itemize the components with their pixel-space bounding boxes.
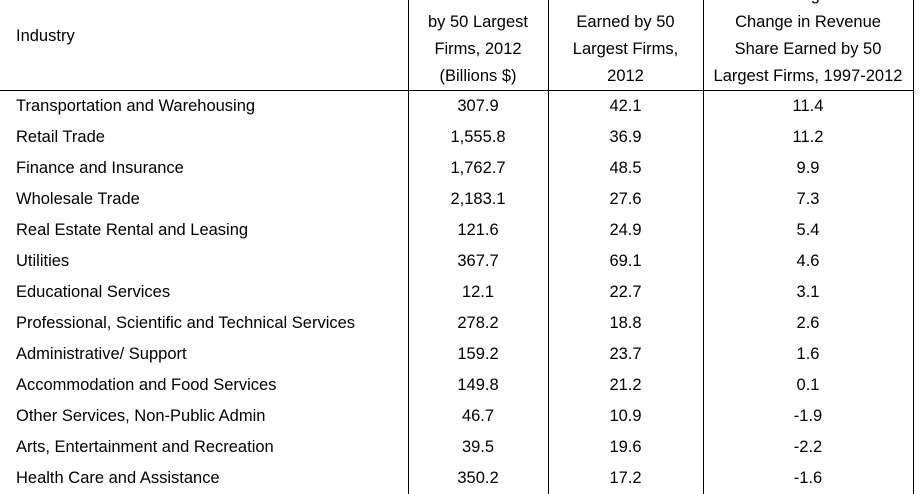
share-cell: 69.1 (548, 246, 703, 277)
industry-cell: Transportation and Warehousing (0, 91, 408, 123)
industry-cell: Real Estate Rental and Leasing (0, 215, 408, 246)
share-cell: 10.9 (548, 401, 703, 432)
change-cell: 11.2 (703, 122, 913, 153)
industry-cell: Finance and Insurance (0, 153, 408, 184)
change-cell: 5.4 (703, 215, 913, 246)
revenue-cell: 46.7 (408, 401, 548, 432)
revenue-cell: 1,762.7 (408, 153, 548, 184)
header-revenue: Revenue Earned by 50 Largest Firms, 2012… (408, 0, 548, 91)
revenue-cell: 159.2 (408, 339, 548, 370)
share-cell: 18.8 (548, 308, 703, 339)
industry-cell: Health Care and Assistance (0, 463, 408, 494)
share-cell: 22.7 (548, 277, 703, 308)
share-cell: 17.2 (548, 463, 703, 494)
revenue-cell: 39.5 (408, 432, 548, 463)
header-share: Revenue Share Earned by 50 Largest Firms… (548, 0, 703, 91)
revenue-cell: 2,183.1 (408, 184, 548, 215)
change-cell: 11.4 (703, 91, 913, 123)
row-spacer (913, 432, 921, 463)
row-spacer (913, 246, 921, 277)
industry-cell: Administrative/ Support (0, 339, 408, 370)
revenue-cell: 350.2 (408, 463, 548, 494)
industry-cell: Professional, Scientific and Technical S… (0, 308, 408, 339)
share-cell: 19.6 (548, 432, 703, 463)
share-cell: 27.6 (548, 184, 703, 215)
change-cell: 0.1 (703, 370, 913, 401)
industry-cell: Educational Services (0, 277, 408, 308)
change-cell: 7.3 (703, 184, 913, 215)
row-spacer (913, 463, 921, 494)
row-spacer (913, 308, 921, 339)
header-industry: Industry (0, 0, 408, 91)
header-spacer (913, 0, 921, 91)
revenue-cell: 278.2 (408, 308, 548, 339)
revenue-cell: 1,555.8 (408, 122, 548, 153)
industry-cell: Utilities (0, 246, 408, 277)
row-spacer (913, 339, 921, 370)
row-spacer (913, 153, 921, 184)
share-cell: 42.1 (548, 91, 703, 123)
share-cell: 48.5 (548, 153, 703, 184)
industry-cell: Other Services, Non-Public Admin (0, 401, 408, 432)
change-cell: 1.6 (703, 339, 913, 370)
row-spacer (913, 370, 921, 401)
industry-cell: Retail Trade (0, 122, 408, 153)
header-row: Industry Revenue Earned by 50 Largest Fi… (0, 0, 921, 91)
change-cell: -1.6 (703, 463, 913, 494)
industry-cell: Arts, Entertainment and Recreation (0, 432, 408, 463)
table-row: Professional, Scientific and Technical S… (0, 308, 921, 339)
row-spacer (913, 91, 921, 123)
revenue-cell: 121.6 (408, 215, 548, 246)
change-cell: 9.9 (703, 153, 913, 184)
industry-cell: Accommodation and Food Services (0, 370, 408, 401)
share-cell: 36.9 (548, 122, 703, 153)
change-cell: -1.9 (703, 401, 913, 432)
change-cell: 4.6 (703, 246, 913, 277)
row-spacer (913, 184, 921, 215)
revenue-cell: 12.1 (408, 277, 548, 308)
share-cell: 23.7 (548, 339, 703, 370)
share-cell: 24.9 (548, 215, 703, 246)
row-spacer (913, 122, 921, 153)
industry-cell: Wholesale Trade (0, 184, 408, 215)
header-change: Percentage Point Change in Revenue Share… (703, 0, 913, 91)
revenue-cell: 367.7 (408, 246, 548, 277)
share-cell: 21.2 (548, 370, 703, 401)
row-spacer (913, 215, 921, 246)
revenue-cell: 307.9 (408, 91, 548, 123)
change-cell: 2.6 (703, 308, 913, 339)
row-spacer (913, 401, 921, 432)
change-cell: -2.2 (703, 432, 913, 463)
change-cell: 3.1 (703, 277, 913, 308)
row-spacer (913, 277, 921, 308)
revenue-cell: 149.8 (408, 370, 548, 401)
